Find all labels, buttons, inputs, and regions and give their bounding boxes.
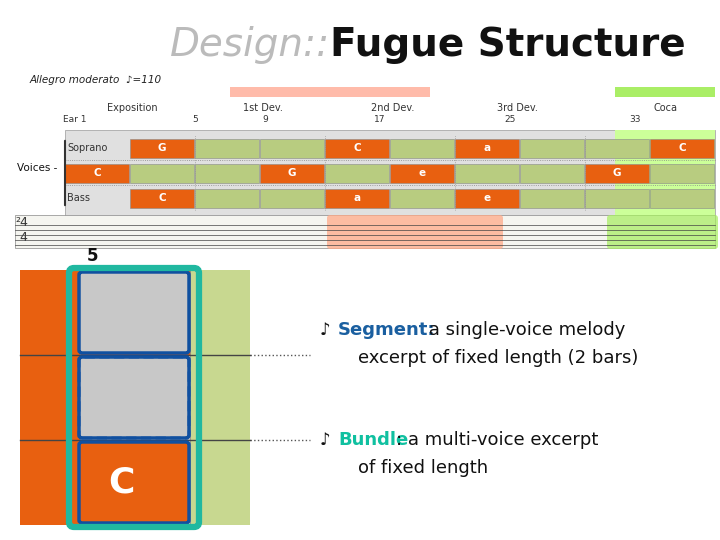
Bar — [325, 164, 389, 183]
Text: Design::: Design:: — [170, 26, 330, 64]
Bar — [190, 270, 250, 525]
Text: : a multi-voice excerpt: : a multi-voice excerpt — [396, 431, 598, 449]
Bar — [80, 355, 190, 440]
Bar — [325, 189, 389, 208]
Text: Ear 1: Ear 1 — [63, 116, 86, 125]
Text: ²4
 4: ²4 4 — [16, 216, 28, 244]
Bar — [520, 164, 584, 183]
Bar — [520, 139, 584, 158]
Text: 2nd Dev.: 2nd Dev. — [371, 103, 414, 113]
Bar — [650, 164, 714, 183]
Bar — [65, 164, 129, 183]
Text: Bass: Bass — [67, 193, 90, 203]
Text: Ato: Ato — [67, 168, 84, 178]
Text: G: G — [613, 168, 621, 178]
Text: ♪: ♪ — [320, 321, 330, 339]
Bar — [80, 270, 190, 355]
Bar — [455, 139, 519, 158]
Bar — [15, 215, 715, 248]
Text: G: G — [288, 168, 296, 178]
Bar — [390, 189, 454, 208]
Bar — [615, 87, 715, 97]
Bar — [455, 164, 519, 183]
Text: 5: 5 — [87, 247, 99, 265]
Bar — [260, 164, 324, 183]
Bar — [195, 164, 259, 183]
Text: 33: 33 — [629, 116, 641, 125]
Text: 1st Dev.: 1st Dev. — [243, 103, 282, 113]
Text: Coca: Coca — [653, 103, 677, 113]
Bar — [585, 139, 649, 158]
Text: C: C — [678, 143, 686, 153]
Text: Allegro moderato  ♪=110: Allegro moderato ♪=110 — [30, 75, 162, 85]
Text: G: G — [158, 143, 166, 153]
Bar — [260, 139, 324, 158]
Bar — [230, 87, 430, 97]
Text: C: C — [354, 143, 361, 153]
Bar — [650, 139, 714, 158]
Text: e: e — [483, 193, 490, 203]
Text: 9: 9 — [262, 116, 268, 125]
FancyBboxPatch shape — [79, 357, 189, 438]
Text: C: C — [108, 465, 135, 500]
Bar — [585, 189, 649, 208]
Text: excerpt of fixed length (2 bars): excerpt of fixed length (2 bars) — [358, 349, 639, 367]
Text: a: a — [354, 193, 361, 203]
Text: C: C — [93, 168, 101, 178]
FancyBboxPatch shape — [79, 272, 189, 353]
FancyBboxPatch shape — [607, 215, 718, 249]
Bar — [615, 130, 715, 240]
Bar — [65, 130, 715, 240]
Bar — [195, 139, 259, 158]
Text: Segment:: Segment: — [338, 321, 436, 339]
Text: Voices -: Voices - — [17, 163, 58, 173]
Bar — [325, 139, 389, 158]
Bar — [585, 164, 649, 183]
Bar — [260, 189, 324, 208]
Text: Fugue Structure: Fugue Structure — [330, 26, 685, 64]
FancyBboxPatch shape — [79, 442, 189, 523]
Bar — [130, 139, 194, 158]
Bar — [650, 189, 714, 208]
Bar — [130, 189, 194, 208]
Text: 5: 5 — [192, 116, 198, 125]
Text: ♪: ♪ — [320, 431, 330, 449]
Text: Exposition: Exposition — [107, 103, 158, 113]
Bar — [80, 440, 190, 525]
Text: 3rd Dev.: 3rd Dev. — [497, 103, 538, 113]
Bar — [20, 270, 80, 525]
Bar — [195, 189, 259, 208]
Text: a single-voice melody: a single-voice melody — [423, 321, 626, 339]
Bar — [390, 139, 454, 158]
Text: of fixed length: of fixed length — [358, 459, 488, 477]
Bar — [130, 164, 194, 183]
Text: Bundle: Bundle — [338, 431, 408, 449]
Bar — [520, 189, 584, 208]
Text: 25: 25 — [504, 116, 516, 125]
Text: Soprano: Soprano — [67, 143, 107, 153]
Bar — [390, 164, 454, 183]
Text: e: e — [418, 168, 426, 178]
Bar — [455, 189, 519, 208]
FancyBboxPatch shape — [327, 215, 503, 249]
Text: 17: 17 — [374, 116, 386, 125]
Text: C: C — [158, 193, 166, 203]
Text: a: a — [483, 143, 490, 153]
